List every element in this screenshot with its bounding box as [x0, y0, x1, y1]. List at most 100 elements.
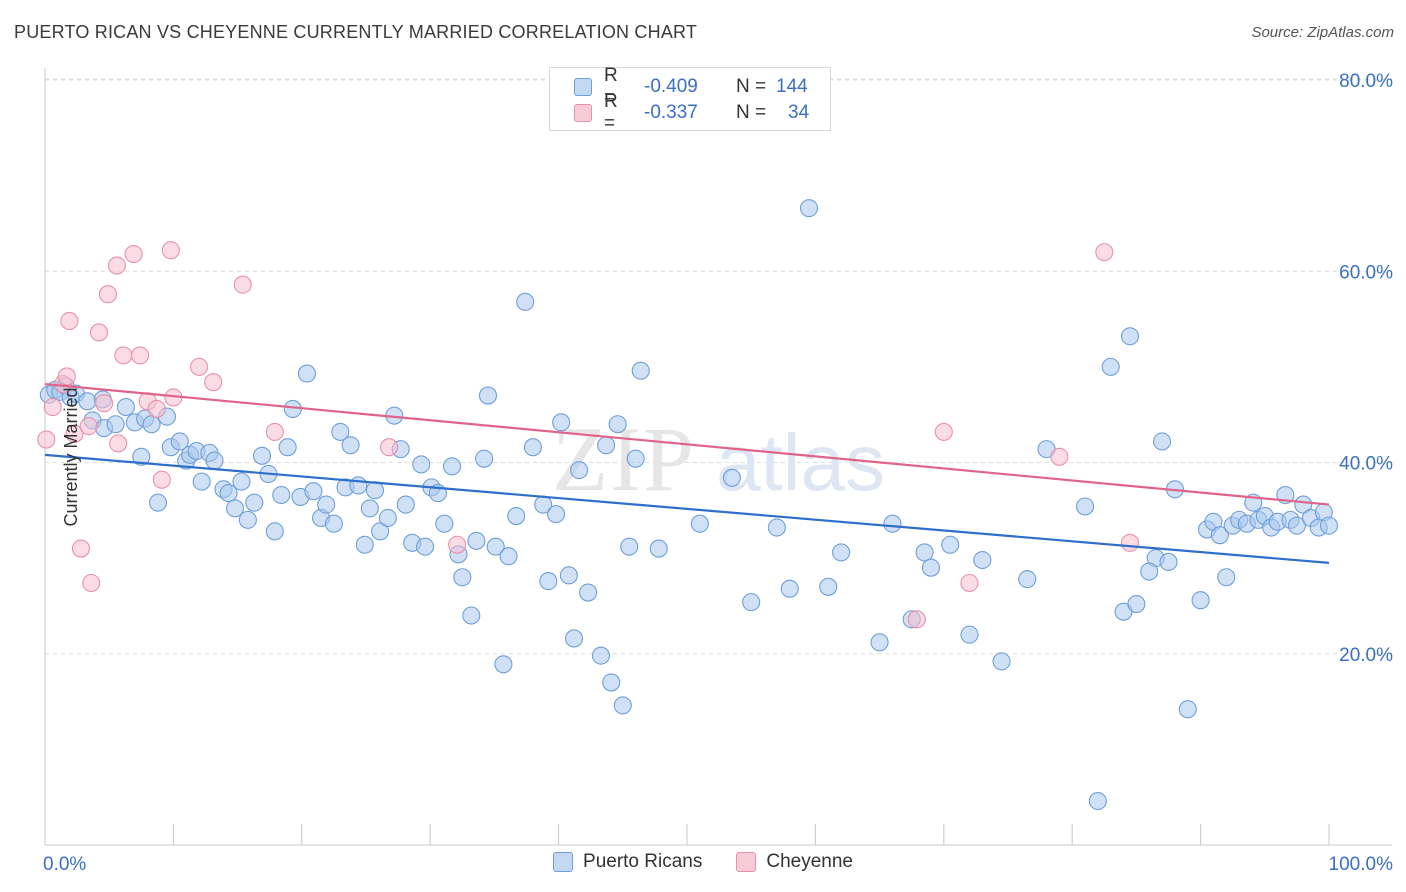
point-puerto-ricans [1075, 497, 1095, 516]
legend-swatch-pink [736, 852, 757, 872]
point-puerto-ricans [1319, 516, 1339, 535]
point-cheyenne [95, 394, 114, 413]
point-cheyenne [124, 244, 143, 264]
point-cheyenne [1050, 447, 1069, 466]
legend-row-puerto-ricans: R = -0.409 N = 144 [574, 65, 808, 108]
point-puerto-ricans [1088, 791, 1107, 811]
point-cheyenne [448, 535, 467, 554]
point-puerto-ricans [278, 438, 297, 457]
axes [44, 68, 1392, 846]
trend-lines [44, 382, 1330, 565]
point-puerto-ricans [883, 514, 902, 533]
point-puerto-ricans [475, 449, 494, 468]
point-puerto-ricans [116, 397, 135, 417]
point-puerto-ricans [341, 436, 360, 455]
legend-row-cheyenne: R = -0.337 N = 34 [574, 91, 809, 134]
point-puerto-ricans [396, 495, 415, 514]
trend-line-puerto-ricans [44, 453, 1330, 565]
legend-r-label: R = [604, 65, 618, 108]
point-puerto-ricans [272, 485, 291, 505]
point-puerto-ricans [1127, 594, 1146, 614]
point-puerto-ricans [552, 413, 571, 432]
point-puerto-ricans [462, 606, 481, 625]
point-cheyenne [37, 430, 56, 449]
y-tick-label: 80.0% [1339, 71, 1393, 92]
grid-lines [45, 78, 1392, 655]
point-cheyenne [152, 470, 171, 489]
point-puerto-ricans [478, 386, 498, 405]
point-puerto-ricans [1287, 516, 1306, 535]
legend-n-label: N = [736, 102, 767, 123]
point-cheyenne [161, 241, 180, 260]
point-puerto-ricans [453, 568, 472, 587]
puerto-ricans-points [39, 199, 1339, 811]
point-puerto-ricans [132, 447, 151, 466]
point-cheyenne [107, 256, 126, 275]
point-puerto-ricans [304, 482, 323, 501]
legend-swatch-blue [553, 852, 574, 872]
point-cheyenne [1120, 533, 1140, 552]
series-legend: Puerto Ricans Cheyenne [0, 851, 1406, 873]
point-puerto-ricans [992, 652, 1011, 671]
point-puerto-ricans [523, 438, 542, 457]
point-puerto-ricans [331, 422, 350, 441]
legend-swatch-pink [574, 104, 592, 122]
point-cheyenne [71, 539, 91, 558]
point-puerto-ricans [252, 446, 272, 465]
point-puerto-ricans [1018, 570, 1037, 589]
point-cheyenne [233, 275, 252, 294]
point-puerto-ricans [570, 461, 589, 480]
point-puerto-ricans [597, 436, 616, 455]
point-puerto-ricans [1140, 562, 1159, 581]
point-puerto-ricans [564, 629, 584, 648]
legend-n-value: 144 [776, 76, 808, 97]
point-puerto-ricans [591, 646, 611, 665]
legend-item-cheyenne[interactable]: Cheyenne [736, 851, 853, 873]
point-puerto-ricans [507, 506, 526, 526]
point-puerto-ricans [941, 535, 960, 554]
point-puerto-ricans [799, 199, 819, 218]
point-cheyenne [43, 397, 62, 417]
point-puerto-ricans [608, 415, 627, 434]
point-puerto-ricans [767, 518, 786, 537]
point-puerto-ricans [690, 514, 709, 533]
point-puerto-ricans [142, 415, 161, 434]
watermark: ZIP atlas [552, 408, 885, 510]
y-tick-label: 20.0% [1339, 645, 1393, 666]
point-puerto-ricans [416, 537, 435, 556]
point-puerto-ricans [559, 566, 578, 585]
point-cheyenne [907, 610, 926, 629]
point-puerto-ricans [467, 531, 486, 550]
point-puerto-ricans [192, 472, 211, 491]
point-puerto-ricans [516, 292, 535, 311]
point-puerto-ricans [780, 579, 799, 598]
point-puerto-ricans [238, 510, 257, 529]
y-tick-label: 40.0% [1339, 454, 1393, 475]
cheyenne-points [37, 241, 1140, 629]
y-axis-label: Currently Married [61, 387, 82, 527]
point-puerto-ricans [219, 484, 238, 503]
point-puerto-ricans [205, 451, 224, 470]
point-puerto-ricans [973, 550, 992, 570]
point-puerto-ricans [539, 572, 558, 591]
point-cheyenne [204, 373, 223, 392]
point-puerto-ricans [324, 514, 343, 533]
point-puerto-ricans [317, 495, 336, 514]
source-credit: Source: ZipAtlas.com [1251, 24, 1394, 41]
point-puerto-ricans [245, 493, 264, 512]
x-tick-label: 100.0% [1329, 854, 1394, 875]
point-puerto-ricans [819, 577, 838, 596]
point-puerto-ricans [106, 415, 125, 434]
point-puerto-ricans [170, 432, 189, 451]
point-puerto-ricans [960, 625, 979, 644]
point-cheyenne [60, 311, 79, 331]
legend-item-puerto-ricans[interactable]: Puerto Ricans [553, 851, 702, 873]
point-puerto-ricans [722, 468, 741, 487]
point-puerto-ricans [442, 457, 462, 476]
point-puerto-ricans [265, 522, 284, 541]
point-puerto-ricans [1294, 495, 1313, 514]
point-cheyenne [79, 417, 98, 436]
legend-label: Puerto Ricans [583, 851, 703, 872]
point-puerto-ricans [225, 499, 245, 518]
point-puerto-ricans [1210, 526, 1229, 545]
